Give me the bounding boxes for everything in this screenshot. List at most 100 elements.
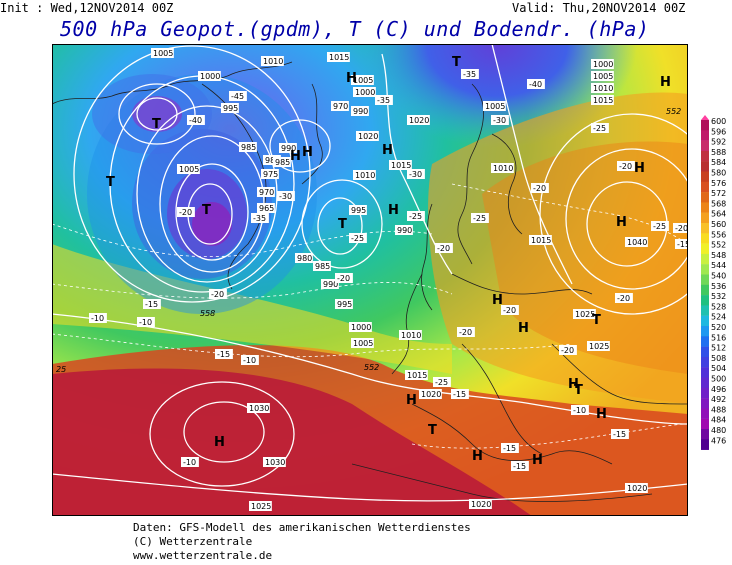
legend-swatch bbox=[701, 212, 709, 224]
temperature-label: -15 bbox=[451, 389, 469, 399]
legend-value: 584 bbox=[711, 158, 726, 167]
legend-swatch bbox=[701, 202, 709, 213]
svg-text:990: 990 bbox=[353, 107, 368, 116]
legend-swatch bbox=[701, 336, 709, 347]
svg-text:-30: -30 bbox=[279, 192, 292, 201]
legend-value: 516 bbox=[711, 333, 726, 342]
pressure-label: 1010 bbox=[591, 83, 614, 93]
legend-value: 508 bbox=[711, 354, 726, 363]
pressure-label: 1005 bbox=[591, 71, 614, 81]
svg-text:-25: -25 bbox=[593, 124, 606, 133]
low-pressure-marker: T bbox=[106, 175, 115, 190]
low-pressure-markers: T T T T T T T T bbox=[106, 55, 601, 438]
legend-value: 556 bbox=[711, 230, 726, 239]
legend-swatch bbox=[701, 161, 709, 172]
temperature-label: -20 bbox=[177, 207, 195, 217]
pressure-label: 995 bbox=[335, 299, 353, 309]
high-pressure-marker: H bbox=[596, 407, 607, 422]
svg-text:1005: 1005 bbox=[153, 49, 173, 58]
svg-text:985: 985 bbox=[275, 158, 290, 167]
pressure-label: 965 bbox=[257, 203, 275, 213]
legend-swatch bbox=[701, 233, 709, 244]
svg-text:-10: -10 bbox=[91, 314, 104, 323]
pressure-label: 1000 bbox=[353, 87, 376, 97]
svg-text:-20: -20 bbox=[179, 208, 192, 217]
temperature-label: -25 bbox=[349, 233, 367, 243]
legend-swatch bbox=[701, 418, 709, 430]
svg-text:-35: -35 bbox=[463, 70, 476, 79]
high-pressure-marker: H bbox=[388, 203, 399, 218]
temperature-label: -20 bbox=[615, 293, 633, 303]
legend-swatch bbox=[701, 171, 709, 182]
pressure-label: 985 bbox=[239, 142, 257, 152]
svg-text:1015: 1015 bbox=[531, 236, 551, 245]
legend-swatch bbox=[701, 356, 709, 368]
svg-text:-40: -40 bbox=[189, 116, 202, 125]
temperature-label: -25 bbox=[433, 377, 451, 387]
temperature-label: -10 bbox=[89, 313, 107, 323]
legend-value: 496 bbox=[711, 385, 726, 394]
temperature-label: -30 bbox=[491, 115, 509, 125]
temperature-label: -25 bbox=[591, 123, 609, 133]
svg-text:1020: 1020 bbox=[358, 132, 378, 141]
legend-swatch bbox=[701, 130, 709, 141]
temperature-label: -15 bbox=[501, 443, 519, 453]
svg-text:-45: -45 bbox=[231, 92, 244, 101]
pressure-label: 990 bbox=[321, 279, 339, 289]
legend-swatch bbox=[701, 253, 709, 265]
legend-arrow-top bbox=[701, 115, 709, 120]
svg-text:-30: -30 bbox=[409, 170, 422, 179]
pressure-label: 1015 bbox=[591, 95, 614, 105]
pressure-label: 1005 bbox=[177, 164, 200, 174]
temperature-label: -20 bbox=[531, 183, 549, 193]
svg-text:990: 990 bbox=[323, 280, 338, 289]
svg-text:-20: -20 bbox=[437, 244, 450, 253]
svg-text:970: 970 bbox=[259, 188, 274, 197]
pressure-label: 1015 bbox=[327, 52, 350, 62]
temperature-label: -15 bbox=[215, 349, 233, 359]
legend-swatch bbox=[701, 243, 709, 255]
pressure-label: 1025 bbox=[573, 309, 596, 319]
temperature-label: -20 bbox=[209, 289, 227, 299]
pressure-label: 990 bbox=[279, 143, 297, 153]
legend-value: 592 bbox=[711, 138, 726, 147]
legend-value: 500 bbox=[711, 375, 726, 384]
svg-text:1015: 1015 bbox=[329, 53, 349, 62]
svg-text:1000: 1000 bbox=[593, 60, 613, 69]
svg-text:-25: -25 bbox=[473, 214, 486, 223]
legend-value: 524 bbox=[711, 313, 726, 322]
svg-text:1005: 1005 bbox=[353, 339, 373, 348]
temperature-label: -30 bbox=[277, 191, 295, 201]
svg-text:-15: -15 bbox=[145, 300, 158, 309]
svg-text:1010: 1010 bbox=[355, 171, 375, 180]
legend-swatch bbox=[701, 181, 709, 193]
pressure-label: 980 bbox=[295, 253, 313, 263]
svg-text:-25: -25 bbox=[435, 378, 448, 387]
high-pressure-marker: H bbox=[346, 71, 357, 86]
legend-value: 560 bbox=[711, 220, 726, 229]
svg-text:-20: -20 bbox=[617, 294, 630, 303]
temperature-label: -10 bbox=[571, 405, 589, 415]
pressure-label: 1020 bbox=[419, 389, 442, 399]
svg-text:-15: -15 bbox=[503, 444, 516, 453]
legend-swatch bbox=[701, 120, 709, 131]
legend-value: 476 bbox=[711, 436, 726, 445]
svg-text:1025: 1025 bbox=[251, 502, 271, 511]
svg-text:1015: 1015 bbox=[407, 371, 427, 380]
svg-text:985: 985 bbox=[241, 143, 256, 152]
legend-value: 536 bbox=[711, 282, 726, 291]
pressure-label: 1015 bbox=[389, 160, 412, 170]
svg-text:-20: -20 bbox=[533, 184, 546, 193]
svg-text:970: 970 bbox=[333, 102, 348, 111]
pressure-label: 1020 bbox=[625, 483, 648, 493]
svg-text:1010: 1010 bbox=[593, 84, 613, 93]
svg-text:1015: 1015 bbox=[391, 161, 411, 170]
isotherms bbox=[52, 183, 688, 449]
low-pressure-marker: T bbox=[338, 217, 347, 232]
pressure-label: 1000 bbox=[349, 322, 372, 332]
svg-text:1010: 1010 bbox=[401, 331, 421, 340]
legend-swatch bbox=[701, 398, 709, 409]
svg-text:-20: -20 bbox=[211, 290, 224, 299]
low-pressure-marker: T bbox=[152, 117, 161, 132]
